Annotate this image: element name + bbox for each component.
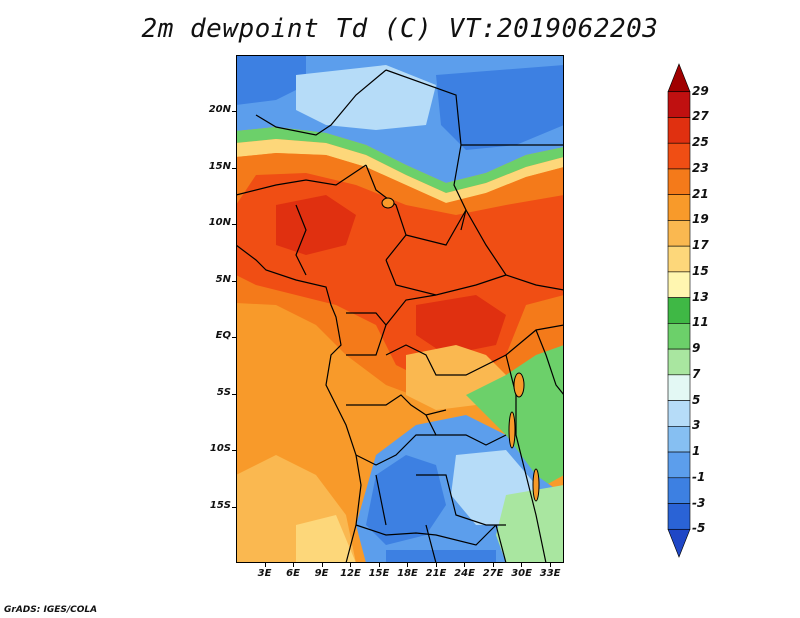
- colorbar-level-label: 23: [692, 160, 709, 175]
- lon-tick-label: 33E: [539, 568, 561, 579]
- lon-tick: [549, 563, 551, 567]
- colorbar-level-label: 5: [692, 392, 701, 407]
- colorbar-level-label: 9: [692, 341, 701, 356]
- map-frame: [236, 55, 564, 563]
- colorbar-swatch: [667, 426, 691, 453]
- colorbar: [667, 63, 691, 558]
- lat-tick-label: 10S: [209, 443, 231, 455]
- colorbar-swatch: [667, 142, 691, 170]
- lat-tick: [232, 111, 236, 113]
- field-atlantic-pale: [296, 515, 356, 563]
- colorbar-swatch: [667, 477, 691, 504]
- lon-tick-label: 21E: [425, 568, 447, 579]
- colorbar-level-label: -1: [692, 469, 706, 484]
- lon-tick: [407, 563, 409, 567]
- lon-tick: [293, 563, 295, 567]
- lat-tick: [232, 450, 236, 452]
- colorbar-swatch: [667, 168, 691, 195]
- lat-tick-label: 20N: [208, 104, 231, 116]
- lon-tick: [378, 563, 380, 567]
- colorbar-swatch: [667, 503, 691, 530]
- lat-tick-label: 5N: [215, 273, 231, 285]
- lakes: [381, 197, 540, 502]
- lon-tick: [321, 563, 323, 567]
- lon-tick-label: 12E: [340, 568, 361, 579]
- lon-tick-label: 27E: [482, 568, 504, 579]
- colorbar-level-label: 11: [692, 315, 709, 330]
- field-east-green: [466, 345, 564, 485]
- lat-tick-label: 15S: [209, 499, 231, 511]
- lon-tick-label: 15E: [368, 568, 390, 579]
- lon-tick-label: 30E: [511, 568, 532, 579]
- colorbar-level-label: 29: [692, 83, 709, 98]
- lat-tick-label: 5S: [216, 386, 231, 398]
- lat-tick: [232, 167, 236, 169]
- grads-credit: GrADS: IGES/COLA: [4, 605, 98, 615]
- colorbar-swatch: [667, 323, 691, 350]
- lat-tick: [232, 224, 236, 226]
- colorbar-level-label: 21: [692, 186, 709, 201]
- colorbar-swatch: [667, 528, 691, 558]
- lat-tick-label: EQ: [215, 330, 231, 342]
- map-panel: [236, 55, 564, 563]
- colorbar-swatch: [667, 297, 691, 324]
- field-hot-spot: [276, 195, 506, 355]
- lat-tick: [232, 280, 236, 282]
- colorbar-swatch: [667, 220, 691, 247]
- lon-tick-label: 6E: [286, 568, 300, 579]
- lon-tick: [264, 563, 266, 567]
- colorbar-swatch: [667, 194, 691, 221]
- colorbar-swatch: [667, 271, 691, 298]
- lat-tick: [232, 506, 236, 508]
- colorbar-swatch: [667, 91, 691, 118]
- field-sahel-green: [236, 127, 564, 193]
- colorbar-level-label: 25: [692, 135, 709, 150]
- lat-tick: [232, 337, 236, 339]
- colorbar-level-label: 3: [692, 418, 701, 433]
- colorbar-level-label: 19: [692, 212, 709, 227]
- lon-tick-label: 3E: [257, 568, 272, 579]
- colorbar-swatch: [667, 400, 691, 427]
- lon-tick: [464, 563, 466, 567]
- colorbar-swatch: [667, 245, 691, 273]
- colorbar-swatch: [667, 348, 691, 376]
- lon-tick: [492, 563, 494, 567]
- lat-tick-label: 10N: [208, 217, 231, 229]
- colorbar-swatch: [667, 117, 691, 144]
- field-southeast-green: [496, 485, 564, 563]
- colorbar-level-label: -5: [692, 521, 706, 536]
- colorbar-swatch: [667, 451, 691, 479]
- lon-tick: [435, 563, 437, 567]
- colorbar-swatch: [667, 374, 691, 401]
- colorbar-level-label: 17: [692, 238, 709, 253]
- lon-tick-label: 18E: [397, 568, 418, 579]
- field-sahel-yellow: [236, 139, 564, 203]
- colorbar-swatch: [667, 63, 691, 93]
- dewpoint-map: [236, 55, 564, 563]
- chart-title: 2m dewpoint Td (C) VT:2019062203: [141, 14, 659, 44]
- lat-tick-label: 15N: [208, 160, 231, 172]
- field-sahara-lightblue: [296, 65, 436, 130]
- field-south-darkblue: [366, 455, 496, 563]
- field-sahara-darkblue: [236, 55, 564, 150]
- colorbar-level-label: 27: [692, 109, 709, 124]
- colorbar-level-label: 15: [692, 263, 709, 278]
- colorbar-level-label: 13: [692, 289, 709, 304]
- lon-tick-label: 24E: [454, 568, 475, 579]
- colorbar-level-label: 1: [692, 444, 701, 459]
- colorbar-level-label: -3: [692, 495, 706, 510]
- lon-tick-label: 9E: [314, 568, 329, 579]
- lon-tick: [350, 563, 352, 567]
- lat-tick: [232, 393, 236, 395]
- colorbar-level-label: 7: [692, 366, 701, 381]
- lon-tick: [521, 563, 523, 567]
